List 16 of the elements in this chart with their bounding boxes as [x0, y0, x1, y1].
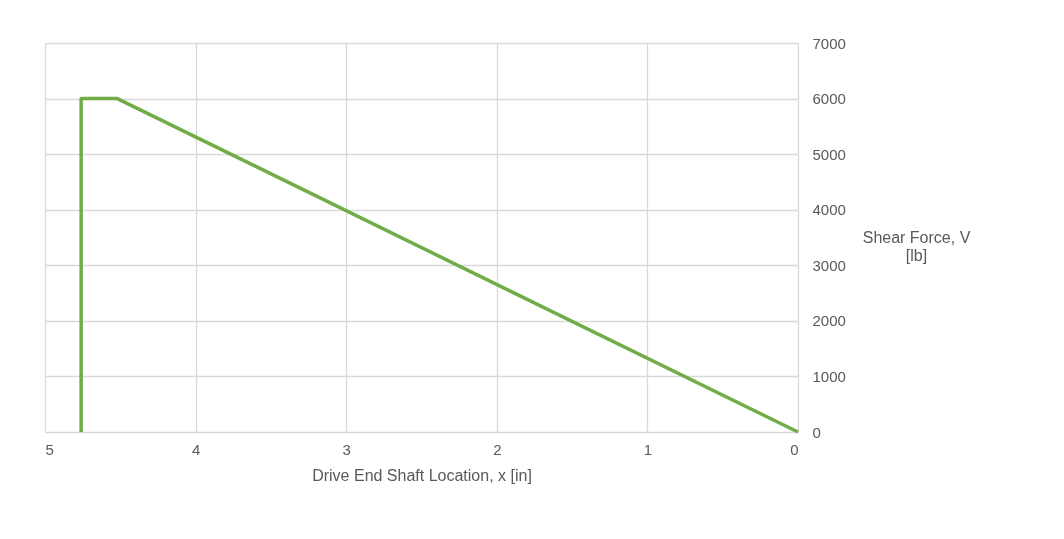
x-tick-label: 5 [45, 440, 54, 458]
y-tick-label: 4000 [812, 201, 846, 219]
x-tick-label: 3 [342, 440, 351, 458]
y-tick-label: 7000 [812, 34, 846, 52]
y-axis-title: Shear Force, V [lb] [862, 229, 971, 264]
y-tick-label: 2000 [812, 312, 846, 330]
x-tick-label: 0 [790, 440, 799, 458]
y-tick-label: 6000 [812, 90, 846, 108]
x-tick-label: 1 [643, 440, 653, 458]
y-tick-label: 0 [812, 423, 821, 441]
x-tick-label: 2 [493, 440, 502, 458]
y-tick-label: 5000 [812, 145, 846, 163]
y-tick-label: 3000 [812, 256, 846, 274]
x-axis-title: Drive End Shaft Location, x [in] [312, 466, 532, 484]
x-tick-label: 4 [191, 440, 201, 458]
y-tick-label: 1000 [812, 367, 846, 385]
